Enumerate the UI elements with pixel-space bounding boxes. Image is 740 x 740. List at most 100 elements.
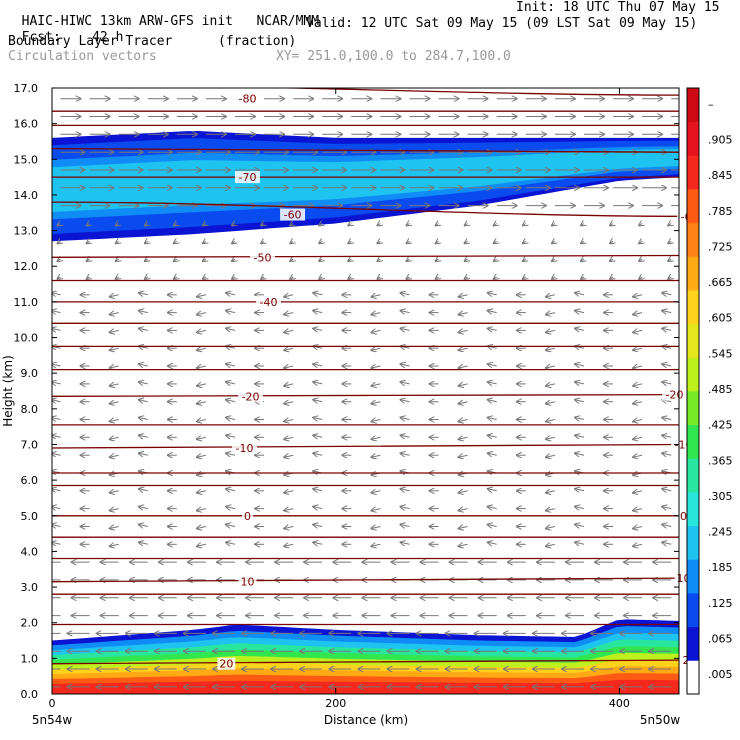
- colorbar-label: –: [708, 98, 714, 111]
- wind-vector: [139, 489, 148, 491]
- wind-vector: [488, 400, 497, 402]
- wind-vector: [284, 420, 294, 422]
- wind-vector: [284, 313, 294, 315]
- colorbar-label: .725: [708, 240, 733, 253]
- fcst-label: Fcst:: [21, 30, 61, 45]
- wind-vector: [52, 525, 61, 527]
- colorbar-swatch: [687, 492, 699, 527]
- wind-vector: [313, 525, 323, 527]
- wind-vector: [436, 241, 439, 243]
- wind-vector: [459, 348, 468, 350]
- isotherm-label-bg: [256, 295, 282, 308]
- y-tick-label: 0.0: [21, 688, 39, 701]
- wind-vector: [633, 384, 643, 386]
- wind-vector: [488, 489, 497, 491]
- wind-vector: [546, 527, 556, 529]
- wind-vector: [459, 544, 468, 546]
- wind-vector: [662, 489, 672, 491]
- x-tick-label: 200: [325, 697, 346, 710]
- wind-vector: [459, 491, 468, 493]
- wind-vector: [668, 241, 671, 243]
- isotherm-labels: -80-70-60-60-50-40-20-20-10-100010102020: [217, 92, 703, 671]
- wind-vector: [546, 348, 556, 350]
- wind-vector: [52, 453, 61, 455]
- wind-vector: [401, 364, 410, 366]
- wind-vector: [488, 453, 497, 455]
- wind-vector: [313, 542, 323, 544]
- wind-vector: [407, 241, 410, 243]
- model-title: HAIC-HIWC 13km ARW-GFS init: [21, 14, 233, 29]
- colorbar-label: .425: [708, 419, 733, 432]
- wind-vector: [546, 295, 556, 297]
- wind-vector: [546, 544, 556, 546]
- isotherm-label: 20: [219, 658, 233, 671]
- colorbar-label: .305: [708, 490, 733, 503]
- wind-vector: [371, 455, 381, 457]
- wind-vector: [546, 420, 556, 422]
- wind-vector: [662, 542, 672, 544]
- isotherm-line: [52, 659, 679, 665]
- wind-vector: [313, 435, 323, 437]
- colorbar-swatch: [687, 189, 699, 224]
- wind-vector: [459, 330, 468, 332]
- wind-vector: [488, 311, 497, 313]
- y-tick-label: 7.0: [21, 438, 39, 451]
- colorbar-label: .245: [708, 526, 733, 539]
- y-tick-label: 6.0: [21, 474, 39, 487]
- wind-vector: [145, 224, 148, 226]
- colorbar-swatch: [687, 121, 699, 156]
- wind-vector: [401, 400, 410, 402]
- wind-vector: [197, 509, 207, 511]
- wind-vector: [633, 544, 643, 546]
- wind-vector: [52, 489, 61, 491]
- wind-vector: [58, 224, 61, 226]
- colorbar-label: .845: [708, 169, 733, 182]
- wind-vector: [139, 293, 148, 295]
- wind-vector: [290, 277, 293, 279]
- wind-vector: [226, 364, 236, 366]
- wind-vector: [313, 418, 323, 420]
- wind-vector: [139, 453, 148, 455]
- wind-vector: [87, 277, 90, 279]
- wind-vector: [639, 224, 642, 226]
- y-tick-label: 5.0: [21, 510, 39, 523]
- colorbar-label: .185: [708, 561, 733, 574]
- vector-field-name: Circulation vectors: [8, 49, 157, 64]
- wind-vector: [401, 542, 410, 544]
- wind-vector: [575, 400, 585, 402]
- wind-vector: [139, 328, 148, 330]
- wind-vector: [226, 525, 236, 527]
- wind-vector: [139, 507, 148, 509]
- wind-vector: [313, 507, 323, 509]
- wind-vector: [284, 295, 294, 297]
- isotherm-line: [52, 147, 679, 153]
- x-tick-label: 400: [609, 697, 630, 710]
- wind-vector: [488, 418, 497, 420]
- wind-vector: [313, 400, 323, 402]
- wind-vector: [197, 295, 207, 297]
- y-tick-label: 11.0: [14, 296, 39, 309]
- wind-vector: [633, 509, 643, 511]
- wind-vector: [52, 507, 61, 509]
- wind-vector: [377, 277, 380, 279]
- wind-vector: [284, 384, 294, 386]
- wind-vector: [401, 525, 410, 527]
- wind-vector: [284, 455, 294, 457]
- wind-vector: [401, 453, 410, 455]
- y-tick-label: 12.0: [14, 260, 39, 273]
- wind-vector: [371, 330, 381, 332]
- wind-vector: [523, 259, 526, 261]
- wind-vector: [662, 382, 672, 384]
- wind-vector: [261, 277, 264, 279]
- wind-vector: [575, 542, 585, 544]
- colorbar-swatch: [687, 290, 699, 325]
- x-end-label-left: 5n54w: [32, 713, 73, 727]
- wind-vector: [197, 366, 207, 368]
- wind-vector: [633, 313, 643, 315]
- wind-vector: [546, 455, 556, 457]
- wind-vector: [465, 224, 468, 226]
- wind-vector: [174, 259, 177, 261]
- colorbar-swatch: [687, 525, 699, 560]
- colorbar-swatch: [687, 593, 699, 628]
- wind-vector: [377, 224, 380, 226]
